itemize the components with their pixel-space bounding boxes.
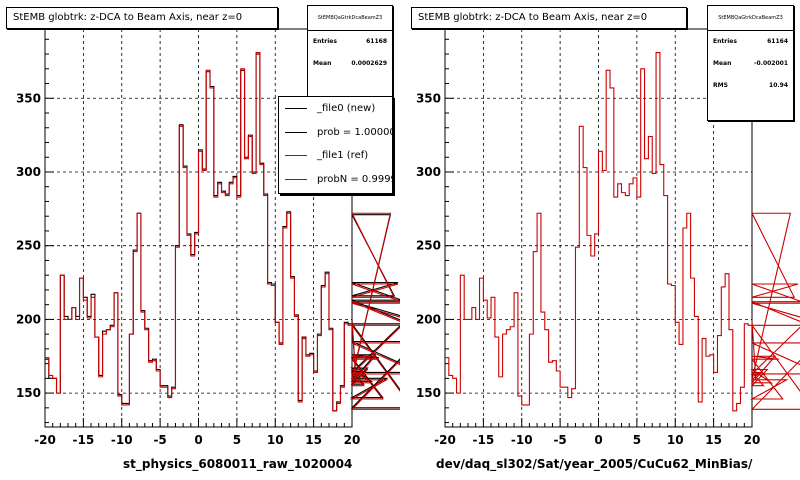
stats-name: StEMBQaGtrkDcaBeamZ3 [708,6,793,31]
x-tick-label: 15 [305,433,322,447]
x-tick-label: 0 [594,433,602,447]
legend-entry: probN = 0.999966 [279,168,392,192]
legend-entry: _file1 (ref) [279,144,392,168]
x-tick-label: 0 [194,433,202,447]
x-tick-label: -5 [553,433,566,447]
x-axis-title-right: dev/daq_sl302/Sat/year_2005/CuCu62_MinBi… [436,457,753,471]
stats-box-left: StEMBQaGtrkDcaBeamZ3 Entries 61168 Mean … [307,5,393,97]
y-tick-label: 350 [16,91,41,105]
stats-label: Entries [713,38,737,45]
stats-value: 61164 [767,38,788,45]
x-tick-label: -10 [511,433,533,447]
y-tick-label: 250 [416,239,441,253]
x-tick-label: 5 [633,433,641,447]
stats-value: -0.002001 [754,60,788,67]
legend-label: _file1 (ref) [317,150,369,162]
x-tick-label: -15 [473,433,495,447]
x-tick-label: -10 [111,433,133,447]
x-tick-label: 15 [705,433,722,447]
y-tick-label: 250 [16,239,41,253]
x-tick-label: 20 [744,433,761,447]
stats-value: 10.94 [769,82,788,89]
y-tick-label: 150 [416,386,441,400]
plot-title-right: StEMB globtrk: z-DCA to Beam Axis, near … [411,7,687,29]
x-tick-label: 5 [233,433,241,447]
legend-label: probN = 0.999966 [317,173,392,185]
stats-row-mean: Mean 0.0002629 [308,53,392,75]
histogram-plot-left: -20 -15 -10 -5 0 5 10 15 20 150 200 250 300 350 [16,28,400,447]
y-tick-label: 200 [16,312,41,326]
stats-name: StEMBQaGtrkDcaBeamZ3 [308,6,392,31]
x-tick-label: -15 [73,433,95,447]
x-tick-label: -20 [34,433,56,447]
x-tick-label: -5 [153,433,166,447]
stats-row-entries: Entries 61168 [308,31,392,53]
stats-row-entries: Entries 61164 [708,31,793,53]
stats-box-right: StEMBQaGtrkDcaBeamZ3 Entries 61164 Mean … [707,5,794,121]
legend-line-swatch [285,108,307,110]
y-tick-label: 350 [416,91,441,105]
stats-row-rms: RMS 10.94 [708,75,793,97]
x-tick-label: -20 [434,433,456,447]
stats-value: 0.0002629 [351,60,387,67]
stats-value: 61168 [366,38,387,45]
x-tick-label: 10 [667,433,684,447]
legend-label: _file0 (new) [317,103,376,115]
stats-label: Mean [313,60,332,67]
legend-entry: prob = 1.000000 [279,121,392,145]
histogram-series-line [45,52,400,412]
legend-left: _file0 (new) prob = 1.000000 _file1 (ref… [278,96,393,194]
x-tick-label: 20 [344,433,361,447]
stats-label: Mean [713,60,732,67]
y-tick-label: 150 [16,386,41,400]
legend-label: prob = 1.000000 [317,126,392,138]
histogram-plot-right: -20 -15 -10 -5 0 5 10 15 20 150 200 250 300 350 [416,28,800,447]
legend-entry: _file0 (new) [279,97,392,121]
y-tick-label: 300 [16,165,41,179]
y-tick-label: 300 [416,165,441,179]
legend-line-swatch [285,131,307,133]
y-tick-label: 200 [416,312,441,326]
stats-label: RMS [713,82,728,89]
legend-line-swatch [285,178,307,180]
x-axis-title-left: st_physics_6080011_raw_1020004 [123,457,353,471]
x-tick-label: 10 [267,433,284,447]
stats-row-mean: Mean -0.002001 [708,53,793,75]
stats-label: Entries [313,38,337,45]
legend-line-swatch [285,155,307,157]
histogram-series-line [445,52,800,412]
plot-title-left: StEMB globtrk: z-DCA to Beam Axis, near … [6,7,278,29]
